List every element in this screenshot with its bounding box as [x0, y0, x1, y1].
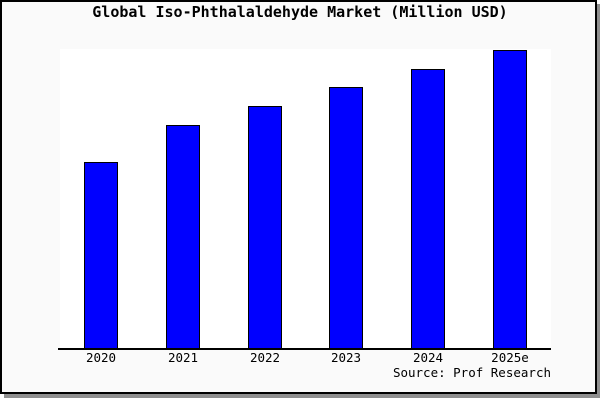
bar-2021	[166, 125, 200, 349]
x-tick-label-2020: 2020	[85, 350, 117, 365]
x-tick-label-2023: 2023	[330, 350, 362, 365]
bar-2024	[411, 69, 445, 349]
bar-2020	[84, 162, 118, 349]
x-axis-line	[58, 348, 551, 350]
plot-area	[60, 49, 551, 349]
bar-2023	[329, 87, 363, 349]
x-tick-label-2024: 2024	[412, 350, 444, 365]
x-tick-label-2022: 2022	[249, 350, 281, 365]
bar-2025e	[493, 50, 527, 349]
x-tick-label-2025e: 2025e	[491, 350, 529, 365]
bar-2022	[248, 106, 282, 349]
source-credit: Source: Prof Research	[392, 365, 551, 380]
x-tick-label-2021: 2021	[167, 350, 199, 365]
chart-title: Global Iso-Phthalaldehyde Market (Millio…	[92, 3, 508, 21]
